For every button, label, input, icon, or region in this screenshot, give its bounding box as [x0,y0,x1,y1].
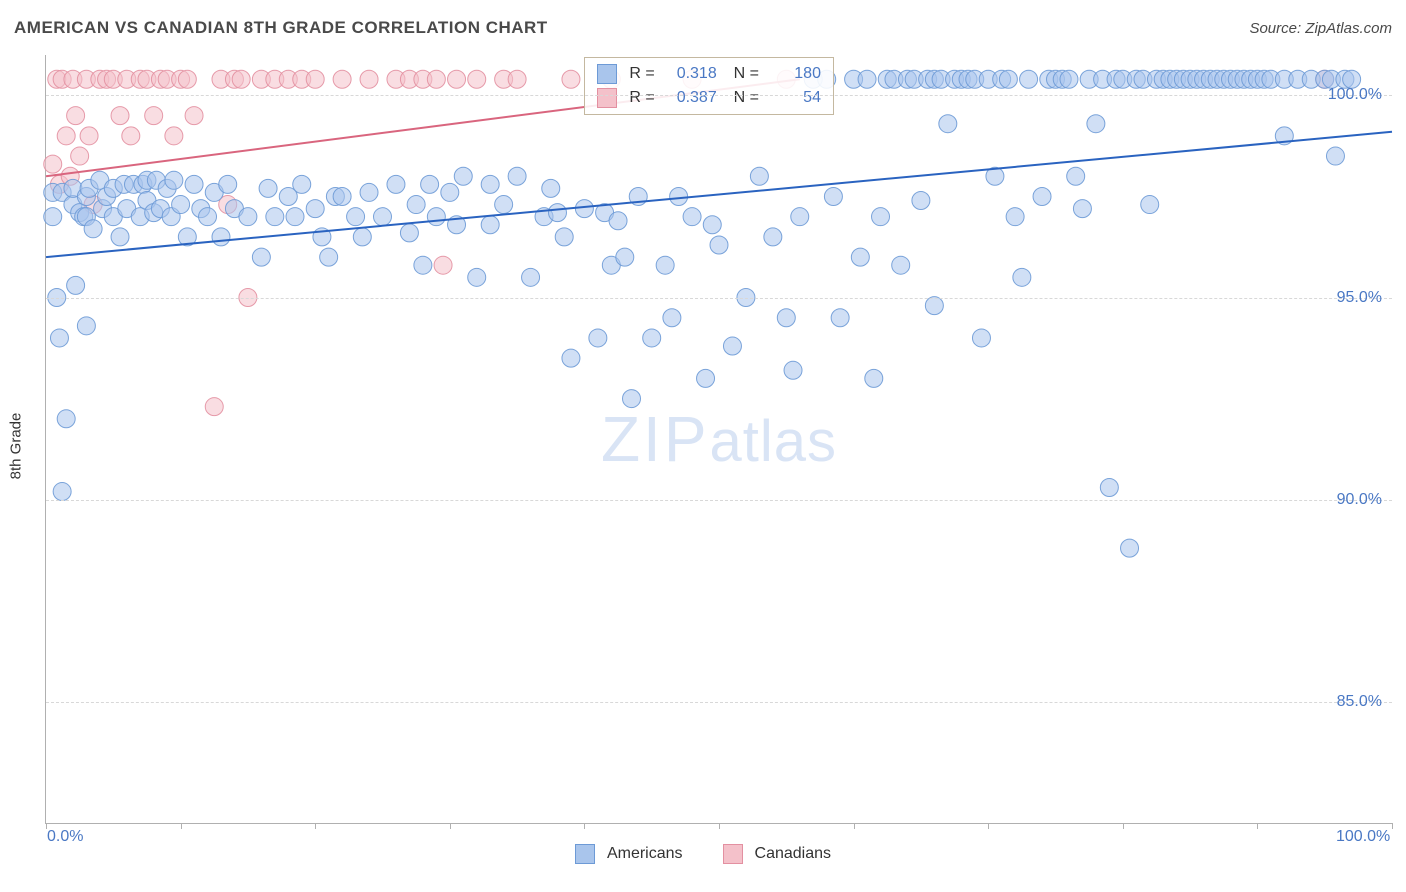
gridline [46,702,1392,703]
y-tick-label: 85.0% [1337,693,1382,711]
x-tick-label: 100.0% [1336,828,1390,846]
x-tick [988,823,989,829]
y-tick-label: 100.0% [1328,86,1382,104]
plot-area: ZIPatlas R =0.318 N =180R =0.387 N =54 8… [45,55,1392,824]
regression-lines [46,55,1392,823]
x-tick [1392,823,1393,829]
gridline [46,95,1392,96]
y-tick-label: 90.0% [1337,491,1382,509]
x-tick [450,823,451,829]
r-value: 0.318 [663,62,717,86]
y-axis-label: 8th Grade [8,413,25,480]
r-value: 0.387 [663,86,717,110]
gridline [46,500,1392,501]
legend-label: Canadians [755,845,832,863]
correlation-row: R = 0.387 N = 54 [597,86,821,110]
n-label: N = [725,62,759,86]
series-swatch [597,64,617,84]
n-value: 180 [767,62,821,86]
legend-swatch [723,844,743,864]
r-label: R = [629,86,654,110]
x-tick [854,823,855,829]
chart-title: AMERICAN VS CANADIAN 8TH GRADE CORRELATI… [14,18,548,38]
gridline [46,298,1392,299]
x-tick [181,823,182,829]
correlation-row: R = 0.318 N = 180 [597,62,821,86]
legend-label: Americans [607,845,683,863]
x-tick [719,823,720,829]
legend-item: Canadians [723,844,832,864]
correlation-box: R = 0.318 N = 180 R = 0.387 N = 54 [584,57,834,115]
legend-item: Americans [575,844,683,864]
x-tick [1123,823,1124,829]
legend: Americans Canadians [0,844,1406,864]
x-tick [584,823,585,829]
n-label: N = [725,86,759,110]
series-swatch [597,88,617,108]
n-value: 54 [767,86,821,110]
source-label: Source: ZipAtlas.com [1249,20,1392,37]
legend-swatch [575,844,595,864]
x-tick [315,823,316,829]
x-tick [1257,823,1258,829]
y-tick-label: 95.0% [1337,289,1382,307]
r-label: R = [629,62,654,86]
x-tick-label: 0.0% [47,828,83,846]
